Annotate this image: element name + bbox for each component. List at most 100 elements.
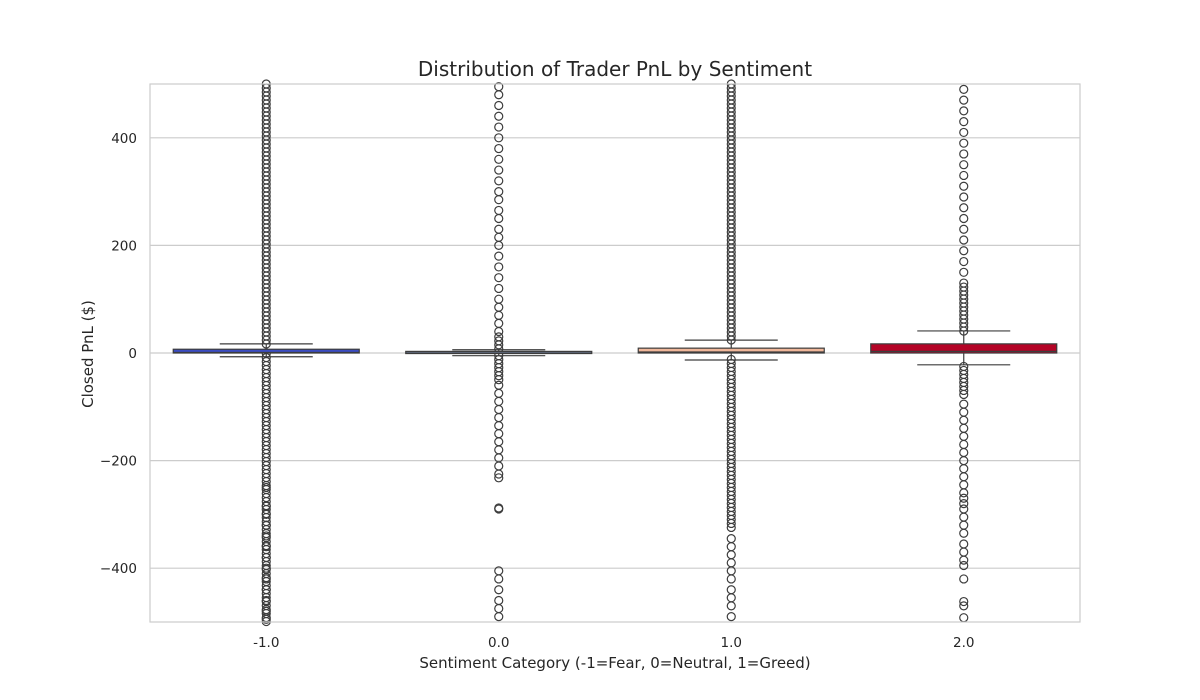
outlier-point [261,552,271,563]
outlier-point [494,205,504,216]
outlier-point [494,310,504,320]
outlier-point [494,165,504,175]
outlier-point [494,176,504,186]
outlier-point [494,100,504,111]
outlier-point [494,213,504,224]
outlier-point [726,518,736,529]
outlier-point [494,437,504,447]
outlier-point [959,203,969,213]
outlier-point [959,246,969,256]
box-iqr [637,347,825,354]
y-tick-label: 200 [111,238,137,254]
outlier-point [494,445,504,455]
x-tick-label: 1.0 [721,635,742,651]
outlier-point [726,585,736,595]
outlier-point [494,375,504,385]
outlier-point [959,160,969,170]
outlier-point [494,340,504,350]
outlier-point [959,539,969,549]
outlier-point [959,480,969,490]
chart-title: Distribution of Trader PnL by Sentiment [418,57,812,81]
outlier-point [494,396,504,407]
outlier-point [494,473,504,483]
outlier-point [261,482,271,493]
outlier-point [959,149,969,159]
y-axis-label: Closed PnL ($) [79,300,97,408]
outlier-point [494,371,504,381]
box-group [172,79,360,627]
tick-labels: −400 −200 0 200 400 -1.0 0.0 1.0 2.0 [100,131,975,651]
outlier-point [959,574,969,584]
outlier-point [494,421,504,431]
y-tick-label: −200 [100,454,137,470]
outlier-point [726,558,736,568]
box-group [405,82,593,622]
outlier-point [726,593,736,603]
outlier-point [494,585,504,595]
outlier-point [959,555,969,565]
outlier-point [959,213,969,224]
outlier-point [494,504,504,514]
outlier-point [959,256,969,267]
outlier-point [959,447,969,458]
outlier-point [261,542,271,552]
outlier-point [494,603,504,614]
outlier-point [959,528,969,538]
outlier-point [494,273,504,283]
outlier-point [959,472,969,482]
outlier-point [494,122,504,132]
outlier-point [959,192,969,202]
outlier-point [959,399,969,409]
outlier-point [494,294,504,304]
outlier-point [494,224,504,234]
outlier-point [726,534,736,544]
outlier-point [261,585,271,595]
outlier-point [726,550,736,560]
outlier-point [261,509,271,520]
outlier-point [959,415,969,425]
outlier-point [959,613,969,623]
y-tick-label: 400 [111,131,137,147]
outlier-point [494,90,504,100]
outlier-point [261,614,271,624]
outlier-point [959,504,969,514]
outlier-point [959,84,969,94]
outlier-point [494,195,504,205]
outlier-point [726,612,736,622]
outlier-point [726,601,736,611]
outlier-point [494,283,504,294]
outlier-point [494,251,504,261]
outlier-point [494,154,504,164]
outlier-point [959,520,969,530]
outlier-point [959,385,969,396]
outlier-point [726,522,736,533]
outlier-point [959,493,969,503]
box-iqr [870,343,1058,354]
outlier-point [494,302,504,312]
outlier-point [494,143,504,154]
outlier-point [261,563,271,573]
outlier-point [726,542,736,552]
outlier-point [494,82,504,92]
outlier-point [494,380,504,390]
outlier-point [494,412,504,423]
outlier-point [494,388,504,398]
outlier-point [261,520,271,530]
outlier-point [494,612,504,622]
outlier-point [494,232,504,242]
x-axis-label: Sentiment Category (-1=Fear, 0=Neutral, … [419,654,810,672]
plot-frame [149,83,1081,623]
outlier-point [959,117,969,127]
x-tick-label: 2.0 [953,635,974,651]
outlier-point [959,547,969,557]
outlier-point [959,127,969,138]
outlier-point [494,187,504,197]
box-group [870,84,1058,623]
outlier-point [959,224,969,234]
outlier-point [959,181,969,191]
outlier-point [959,499,969,509]
outlier-point [494,326,504,337]
outlier-point [494,595,504,606]
y-tick-label: −400 [100,561,137,577]
